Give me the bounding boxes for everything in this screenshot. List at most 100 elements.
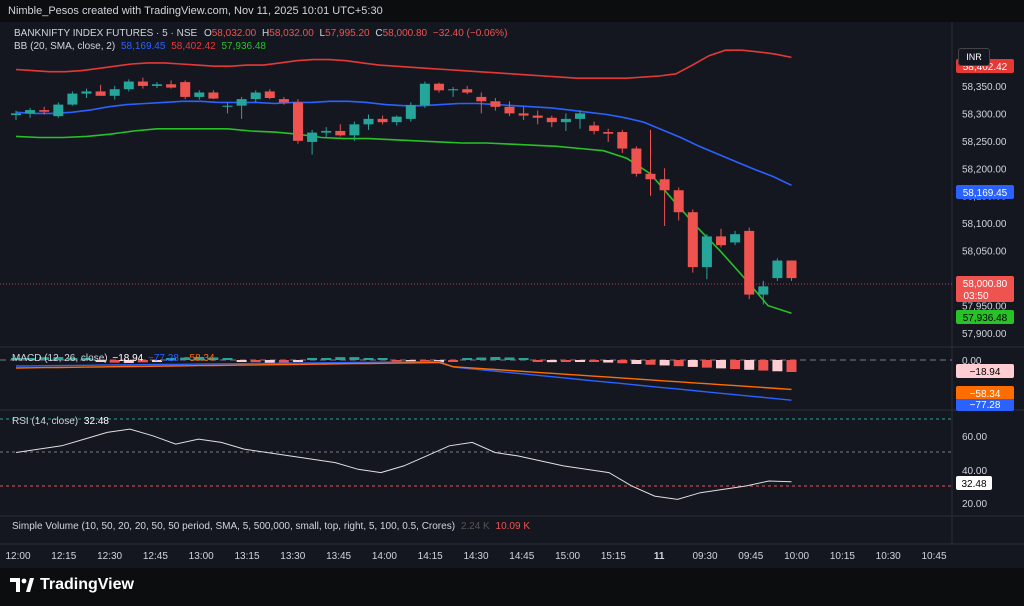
macd-histogram-bar	[377, 358, 388, 360]
bb-legend[interactable]: BB (20, SMA, close, 2) 58,169.45 58,402.…	[14, 41, 266, 52]
macd-badge-signal: −58.34	[956, 386, 1014, 400]
candlestick-series[interactable]	[11, 77, 797, 305]
macd-legend[interactable]: MACD (12, 26, close) −18.94 −77.28 −58.3…	[12, 353, 215, 364]
currency-button[interactable]: INR	[958, 48, 990, 66]
macd-signal-value: −58.34	[183, 353, 215, 364]
macd-badge-hist-text: −18.94	[970, 367, 1001, 378]
time-axis-label: 14:30	[463, 551, 488, 562]
macd-histogram-bar	[166, 358, 177, 360]
candle-body	[462, 89, 473, 93]
candle	[137, 77, 148, 89]
time-axis-label: 13:15	[234, 551, 259, 562]
macd-label[interactable]: MACD (12, 26, close)	[12, 353, 108, 364]
volume-legend[interactable]: Simple Volume (10, 50, 20, 20, 50, 50 pe…	[12, 521, 530, 532]
open-label: O	[203, 28, 212, 39]
tradingview-logo[interactable]: TradingView	[10, 576, 134, 594]
candle-body	[772, 260, 783, 279]
price-axis-label: 57,950.00	[962, 302, 1007, 313]
candle-body	[377, 118, 388, 123]
candle-body	[744, 230, 755, 295]
symbol-title[interactable]: BANKNIFTY INDEX FUTURES · 5 · NSE	[14, 28, 198, 39]
macd-histogram-bar	[744, 360, 755, 370]
candle	[81, 88, 92, 99]
price-badge-basis: 58,169.45	[956, 185, 1014, 199]
chart-canvas[interactable]: 58,350.00 58,300.00 58,250.00 58,200.00 58,1…	[0, 22, 1024, 568]
candle	[701, 234, 712, 280]
macd-histogram-bar	[687, 360, 698, 367]
candle-body	[617, 132, 628, 149]
chart-area[interactable]: 58,350.00 58,300.00 58,250.00 58,200.00 58,1…	[0, 22, 1024, 568]
price-axis-label: 58,250.00	[962, 137, 1007, 148]
macd-badge-macd: −77.28	[956, 399, 1014, 411]
candle-body	[673, 190, 684, 213]
candle-body	[448, 89, 459, 91]
macd-histogram-bar	[786, 360, 797, 372]
macd-histogram-bar	[236, 360, 247, 362]
symbol-legend[interactable]: BANKNIFTY INDEX FUTURES · 5 · NSE O58,03…	[14, 28, 507, 39]
candle	[11, 110, 21, 120]
bb-basis-value: 58,169.45	[120, 41, 166, 52]
candle	[617, 129, 628, 153]
candle-body	[532, 115, 543, 118]
candle-body	[589, 125, 600, 131]
candle	[575, 110, 585, 129]
chart-caption: Nimble_Pesos created with TradingView.co…	[8, 5, 383, 17]
volume-label[interactable]: Simple Volume (10, 50, 20, 20, 50, 50 pe…	[12, 521, 456, 532]
macd-histogram-bar	[278, 360, 289, 363]
time-axis-label: 12:00	[5, 551, 30, 562]
bb-label[interactable]: BB (20, SMA, close, 2)	[14, 41, 116, 52]
candle-body	[293, 102, 303, 141]
candle-body	[716, 236, 726, 246]
candle-body	[335, 130, 346, 136]
macd-histogram-bar	[575, 360, 585, 362]
macd-line	[15, 360, 792, 401]
candle-body	[236, 99, 247, 106]
candle	[264, 89, 275, 100]
time-axis-label: 12:15	[51, 551, 76, 562]
candle-body	[758, 286, 769, 295]
candle	[546, 115, 557, 128]
time-axis-label: 14:45	[509, 551, 534, 562]
time-axis-label: 10:15	[830, 551, 855, 562]
candle	[377, 115, 388, 125]
candle	[95, 84, 106, 96]
candle-body	[264, 91, 275, 99]
candle-body	[123, 81, 134, 90]
macd-histogram-bar	[39, 357, 50, 360]
candle-body	[349, 124, 360, 136]
candle-body	[434, 83, 444, 91]
candle	[716, 228, 726, 248]
candle-body	[152, 84, 162, 86]
candle	[490, 98, 501, 111]
macd-histogram-bar	[589, 360, 600, 362]
rsi-legend[interactable]: RSI (14, close) 32.48	[12, 416, 109, 427]
candle	[109, 85, 120, 100]
macd-histogram-bar	[532, 360, 543, 362]
price-axis-label: 58,300.00	[962, 109, 1007, 120]
time-axis[interactable]: 12:00 12:15 12:30 12:45 13:00 13:15 13:30 13:45…	[5, 551, 946, 562]
time-axis-label: 14:15	[418, 551, 443, 562]
bollinger-bands	[15, 49, 792, 315]
price-axis-label: 58,350.00	[962, 82, 1007, 93]
macd-histogram-bar	[391, 360, 402, 362]
candle-body	[518, 113, 529, 116]
candle	[645, 129, 656, 196]
macd-histogram-bar	[476, 357, 487, 360]
candle	[631, 146, 642, 177]
candle-body	[701, 236, 712, 268]
candle	[194, 90, 205, 100]
rsi-axis-top: 60.00	[962, 432, 987, 443]
candle	[589, 121, 600, 135]
candle	[786, 260, 797, 281]
macd-histogram-bar	[137, 360, 148, 363]
open-value: 58,032.00	[211, 28, 257, 39]
macd-histogram-bar	[53, 357, 64, 360]
bb-basis-line	[15, 100, 792, 187]
time-axis-label: 11	[654, 551, 665, 562]
candle	[434, 82, 444, 93]
candle	[180, 80, 191, 100]
candle	[405, 102, 416, 122]
rsi-label[interactable]: RSI (14, close)	[12, 416, 79, 427]
macd-histogram-bar	[730, 360, 741, 370]
candle-body	[363, 118, 374, 125]
